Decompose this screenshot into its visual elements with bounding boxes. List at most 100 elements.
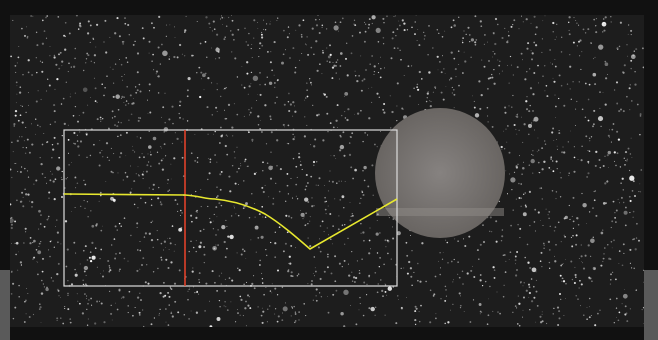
- speckle-dot: [536, 151, 538, 153]
- speckle-dot: [484, 280, 487, 283]
- speckle-dot: [259, 71, 261, 74]
- speckle-dot: [565, 298, 566, 299]
- speckle-dot: [543, 160, 546, 163]
- speckle-dot: [212, 228, 215, 230]
- speckle-dot: [27, 71, 30, 74]
- speckle-dot: [181, 156, 184, 159]
- speckle-dot: [376, 291, 379, 294]
- speckle-dot: [288, 92, 290, 95]
- speckle-dot: [453, 279, 454, 281]
- speckle-dot: [126, 175, 129, 178]
- speckle-dot: [160, 242, 163, 245]
- speckle-dot: [522, 285, 524, 287]
- speckle-dot: [221, 224, 226, 230]
- speckle-dot: [625, 159, 626, 161]
- speckle-dot: [363, 239, 365, 242]
- speckle-dot: [40, 240, 42, 243]
- speckle-dot: [253, 275, 255, 277]
- speckle-dot: [165, 155, 167, 156]
- speckle-dot: [542, 20, 544, 22]
- speckle-dot: [496, 291, 498, 293]
- speckle-dot: [347, 263, 349, 265]
- speckle-dot: [493, 33, 495, 35]
- speckle-dot: [440, 71, 443, 74]
- speckle-dot: [303, 135, 307, 138]
- speckle-dot: [13, 123, 16, 126]
- speckle-dot: [406, 272, 409, 275]
- speckle-dot: [552, 160, 554, 162]
- speckle-dot: [26, 35, 29, 38]
- speckle-dot: [87, 54, 90, 57]
- speckle-dot: [21, 121, 24, 124]
- speckle-dot: [551, 131, 554, 134]
- speckle-dot: [150, 153, 152, 156]
- speckle-dot: [414, 305, 417, 308]
- speckle-dot: [327, 311, 330, 314]
- speckle-dot: [572, 227, 574, 229]
- speckle-dot: [313, 256, 316, 258]
- speckle-dot: [133, 203, 136, 206]
- speckle-dot: [335, 289, 338, 292]
- speckle-dot: [530, 300, 534, 303]
- speckle-dot: [369, 63, 371, 65]
- speckle-dot: [563, 104, 566, 107]
- speckle-dot: [89, 259, 93, 263]
- speckle-dot: [83, 69, 85, 72]
- speckle-dot: [208, 300, 211, 302]
- speckle-dot: [171, 142, 174, 145]
- speckle-dot: [563, 151, 566, 154]
- speckle-dot: [16, 62, 18, 64]
- speckle-dot: [556, 168, 558, 170]
- speckle-dot: [533, 221, 536, 223]
- speckle-dot: [219, 306, 221, 308]
- speckle-dot: [386, 239, 389, 242]
- speckle-dot: [406, 29, 409, 31]
- speckle-dot: [295, 29, 297, 31]
- speckle-dot: [51, 173, 53, 175]
- speckle-dot: [483, 43, 485, 46]
- speckle-dot: [384, 314, 386, 316]
- speckle-dot: [623, 64, 626, 67]
- speckle-dot: [531, 122, 533, 124]
- speckle-dot: [71, 162, 72, 164]
- speckle-dot: [444, 299, 447, 302]
- speckle-dot: [195, 216, 198, 219]
- speckle-dot: [203, 89, 205, 91]
- speckle-dot: [265, 248, 267, 251]
- speckle-dot: [587, 172, 590, 175]
- speckle-dot: [177, 311, 180, 314]
- speckle-dot: [237, 183, 240, 186]
- speckle-dot: [216, 290, 218, 292]
- speckle-dot: [321, 26, 323, 28]
- speckle-dot: [376, 252, 379, 254]
- speckle-dot: [398, 299, 399, 300]
- speckle-dot: [223, 109, 226, 111]
- speckle-dot: [463, 310, 465, 312]
- speckle-dot: [623, 157, 625, 159]
- speckle-dot: [423, 38, 426, 40]
- speckle-dot: [364, 30, 367, 33]
- speckle-dot: [540, 187, 543, 189]
- roi-rectangle[interactable]: [63, 129, 398, 287]
- speckle-dot: [158, 162, 161, 165]
- speckle-dot: [123, 257, 126, 260]
- speckle-dot: [127, 260, 129, 262]
- speckle-dot: [492, 310, 494, 312]
- speckle-dot: [74, 57, 76, 60]
- speckle-dot: [130, 234, 132, 237]
- speckle-dot: [354, 75, 357, 77]
- speckle-dot: [575, 108, 577, 110]
- speckle-dot: [372, 194, 374, 196]
- speckle-dot: [575, 19, 577, 21]
- speckle-dot: [238, 167, 240, 170]
- speckle-dot: [157, 75, 160, 78]
- speckle-dot: [406, 297, 407, 298]
- speckle-dot: [322, 49, 324, 52]
- speckle-dot: [83, 249, 85, 252]
- speckle-dot: [195, 311, 199, 314]
- speckle-dot: [249, 111, 252, 114]
- speckle-dot: [74, 176, 77, 178]
- speckle-dot: [19, 170, 22, 174]
- speckle-dot: [46, 218, 49, 221]
- speckle-dot: [344, 243, 346, 245]
